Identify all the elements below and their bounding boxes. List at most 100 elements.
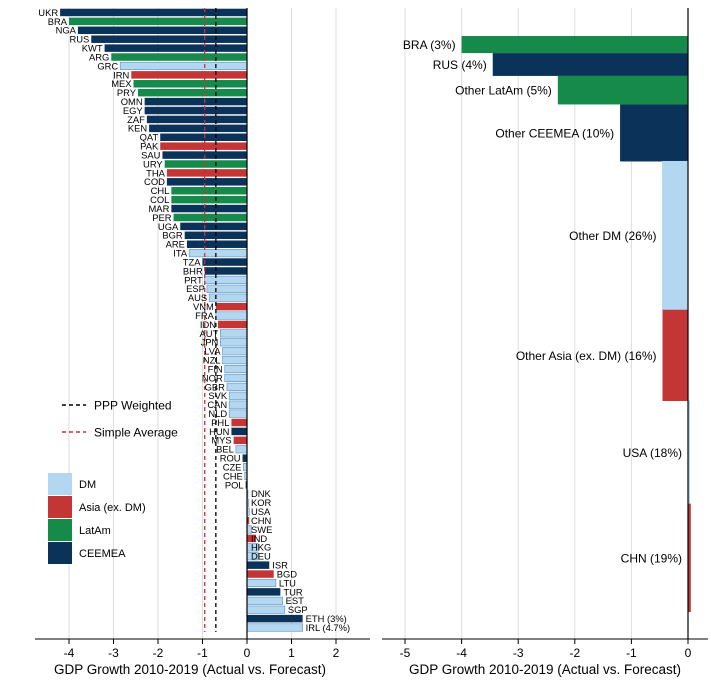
bar-label-aus: AUS bbox=[188, 292, 207, 303]
bar-label-pry: PRY bbox=[117, 87, 137, 98]
bar-label-other-asia-ex-dm-16: Other Asia (ex. DM) (16%) bbox=[516, 349, 657, 363]
right-x-ticks: -5 -4 -3 -2 -1 0 bbox=[400, 639, 692, 660]
bar-label-cod: COD bbox=[144, 176, 165, 187]
legend-label-asia: Asia (ex. DM) bbox=[79, 502, 146, 514]
legend-label-latam: LatAm bbox=[79, 525, 111, 537]
right-bar-labels: BRA (3%) RUS (4%) Other LatAm (5%) Other CE… bbox=[403, 38, 682, 565]
left-tick-label: -2 bbox=[153, 646, 164, 660]
bar-qat bbox=[160, 133, 247, 142]
bar-aus bbox=[208, 293, 248, 302]
bar-aut bbox=[220, 329, 248, 338]
bar-label-irn: IRN bbox=[113, 69, 129, 80]
bar-label-are: ARE bbox=[166, 239, 185, 250]
bar-irn bbox=[131, 71, 247, 79]
bar-label-sau: SAU bbox=[141, 149, 161, 160]
bar-other-asia-ex-dm-16 bbox=[662, 309, 688, 401]
bar-lva bbox=[222, 347, 248, 356]
legend-swatch-asia bbox=[48, 496, 72, 518]
bar-label-esp: ESP bbox=[186, 283, 205, 294]
left-tick-label: -1 bbox=[197, 646, 208, 660]
bar-chl bbox=[171, 186, 247, 195]
bar-ury bbox=[164, 160, 247, 168]
ppp-weighted-legend-label: PPP Weighted bbox=[94, 399, 172, 413]
bar-label-tha: THA bbox=[146, 167, 165, 178]
bar-kwt bbox=[104, 44, 247, 52]
bar-label-per: PER bbox=[152, 212, 172, 223]
bar-esp bbox=[206, 284, 248, 293]
bar-chn-19 bbox=[688, 503, 691, 612]
bar-tza bbox=[202, 258, 247, 266]
left-tick-label: -3 bbox=[108, 646, 119, 660]
bar-label-bgr: BGR bbox=[162, 230, 183, 241]
right-tick-label: 0 bbox=[685, 646, 692, 660]
bar-label-rus: RUS bbox=[69, 34, 89, 45]
bar-label-other-latam-5: Other LatAm (5%) bbox=[455, 84, 552, 98]
bar-label-other-dm-26: Other DM (26%) bbox=[569, 229, 656, 243]
bar-label-bhr: BHR bbox=[183, 265, 203, 276]
bar-svk bbox=[228, 391, 248, 400]
bar-grc bbox=[119, 61, 248, 70]
bar-label-kwt: KWT bbox=[82, 43, 103, 54]
bar-are bbox=[186, 240, 247, 248]
bar-nor bbox=[224, 373, 248, 382]
bar-label-bra-3: BRA (3%) bbox=[403, 38, 456, 52]
left-tick-label: 0 bbox=[244, 646, 251, 660]
bar-per bbox=[173, 213, 247, 222]
bar-uga bbox=[180, 222, 247, 231]
bar-arg bbox=[111, 53, 248, 61]
bar-label-aut: AUT bbox=[200, 328, 219, 339]
right-tick-label: -5 bbox=[400, 646, 411, 660]
bar-col bbox=[171, 195, 247, 204]
bar-label-che: CHE bbox=[223, 470, 243, 481]
bar-fra bbox=[215, 311, 248, 320]
bar-gbr bbox=[226, 382, 248, 391]
bar-label-fra: FRA bbox=[195, 310, 214, 321]
bar-label-fin: FIN bbox=[208, 363, 223, 374]
bar-ind bbox=[247, 534, 256, 543]
bar-est bbox=[246, 596, 283, 605]
bar-chn bbox=[247, 516, 250, 525]
right-chart-panel: BRA (3%) RUS (4%) Other LatAm (5%) Other CE… bbox=[382, 8, 708, 677]
bar-label-ind: IND bbox=[251, 533, 267, 544]
left-x-axis-label: GDP Growth 2010-2019 (Actual vs. Forecas… bbox=[54, 662, 326, 677]
bar-label-chl: CHL bbox=[151, 185, 170, 196]
bar-label-sgp: SGP bbox=[288, 604, 308, 615]
bar-label-isr: ISR bbox=[272, 560, 288, 571]
bar-label-kor: KOR bbox=[251, 497, 272, 508]
bar-rus bbox=[91, 35, 247, 43]
bar-bra-3 bbox=[461, 36, 688, 54]
bar-label-nga: NGA bbox=[56, 25, 77, 36]
bar-can bbox=[228, 400, 248, 409]
legend-swatch-latam bbox=[48, 519, 72, 541]
left-chart-panel: UKRBRANGARUSKWTARGGRCIRNMEXPRYOMNEGYZAFK… bbox=[35, 7, 370, 677]
bar-label-prt: PRT bbox=[184, 274, 203, 285]
bar-pry bbox=[137, 88, 247, 97]
bar-bgd bbox=[247, 570, 274, 578]
bar-vnm bbox=[215, 302, 247, 311]
bar-label-pak: PAK bbox=[140, 141, 159, 152]
bar-label-usa: USA bbox=[251, 506, 271, 517]
bar-label-col: COL bbox=[150, 194, 169, 205]
bar-idn bbox=[218, 320, 247, 329]
bar-label-eth-3: ETH (3%) bbox=[306, 613, 347, 624]
bar-label-nld: NLD bbox=[208, 408, 227, 419]
bar-label-ury: URY bbox=[143, 158, 163, 169]
bar-label-jpn: JPN bbox=[201, 337, 219, 348]
bar-label-ukr: UKR bbox=[38, 7, 58, 18]
legend-label-dm: DM bbox=[79, 479, 96, 491]
bar-label-mys: MYS bbox=[211, 435, 231, 446]
bar-label-tur: TUR bbox=[283, 586, 302, 597]
bar-eth-3 bbox=[247, 614, 303, 623]
bar-label-irl-4-7: IRL (4.7%) bbox=[306, 622, 350, 633]
bar-nzl bbox=[222, 356, 248, 365]
bar-label-arg: ARG bbox=[89, 51, 109, 62]
bar-mex bbox=[133, 80, 247, 88]
left-tick-label: -4 bbox=[64, 646, 75, 660]
bar-label-ltu: LTU bbox=[279, 577, 296, 588]
bar-jpn bbox=[220, 338, 248, 347]
bar-phl bbox=[231, 418, 247, 427]
bar-other-ceemea-10 bbox=[620, 104, 688, 162]
bar-label-hun: HUN bbox=[209, 426, 229, 437]
bar-label-mar: MAR bbox=[149, 203, 170, 214]
simple-average-legend-label: Simple Average bbox=[94, 426, 178, 440]
